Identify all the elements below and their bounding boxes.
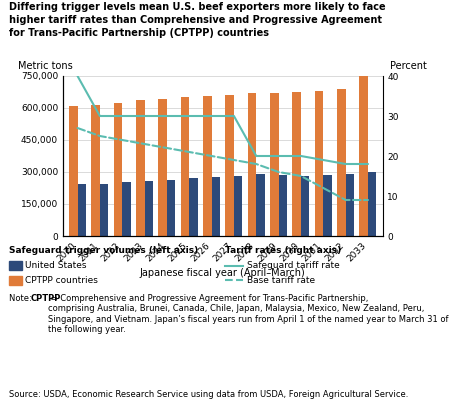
- Text: Note:: Note:: [9, 294, 34, 303]
- Bar: [279, 175, 287, 236]
- Bar: [301, 176, 310, 236]
- Bar: [234, 176, 243, 236]
- Bar: [136, 100, 144, 236]
- Bar: [256, 174, 265, 236]
- Bar: [69, 106, 77, 236]
- Bar: [189, 178, 198, 236]
- Bar: [315, 91, 323, 236]
- Bar: [181, 97, 189, 236]
- Bar: [77, 184, 86, 236]
- Bar: [248, 93, 256, 236]
- Bar: [270, 93, 279, 236]
- Text: Tariff rates (right axis): Tariff rates (right axis): [225, 246, 341, 255]
- Bar: [144, 181, 153, 236]
- Text: Differing trigger levels mean U.S. beef exporters more likely to face: Differing trigger levels mean U.S. beef …: [9, 2, 386, 12]
- Text: Safeguard trigger volumes (left axis): Safeguard trigger volumes (left axis): [9, 246, 198, 255]
- Text: Source: USDA, Economic Research Service using data from USDA, Foreign Agricultur: Source: USDA, Economic Research Service …: [9, 390, 409, 399]
- Text: Base tariff rate: Base tariff rate: [247, 276, 315, 285]
- X-axis label: Japanese fiscal year (April–March): Japanese fiscal year (April–March): [140, 268, 306, 278]
- Text: Percent: Percent: [390, 61, 427, 71]
- Text: higher tariff rates than Comprehensive and Progressive Agreement: higher tariff rates than Comprehensive a…: [9, 15, 382, 25]
- Bar: [158, 99, 167, 236]
- Bar: [91, 105, 100, 236]
- Text: Metric tons: Metric tons: [18, 61, 73, 71]
- Bar: [346, 174, 354, 236]
- Bar: [337, 89, 346, 236]
- Bar: [360, 76, 368, 236]
- Bar: [114, 103, 122, 236]
- Text: CPTPP: CPTPP: [31, 294, 61, 303]
- Bar: [212, 177, 220, 236]
- Bar: [292, 92, 301, 236]
- Bar: [323, 174, 332, 236]
- Text: for Trans-Pacific Partnership (CPTPP) countries: for Trans-Pacific Partnership (CPTPP) co…: [9, 28, 269, 38]
- Bar: [225, 94, 234, 236]
- Text: = Comprehensive and Progressive Agreement for Trans-Pacific Partnership,
compris: = Comprehensive and Progressive Agreemen…: [48, 294, 448, 334]
- Text: United States: United States: [25, 261, 87, 270]
- Bar: [100, 184, 108, 236]
- Bar: [167, 180, 176, 236]
- Bar: [122, 182, 130, 236]
- Text: CPTPP countries: CPTPP countries: [25, 276, 98, 285]
- Bar: [203, 96, 212, 236]
- Text: Safeguard tariff rate: Safeguard tariff rate: [247, 261, 339, 270]
- Bar: [368, 172, 377, 236]
